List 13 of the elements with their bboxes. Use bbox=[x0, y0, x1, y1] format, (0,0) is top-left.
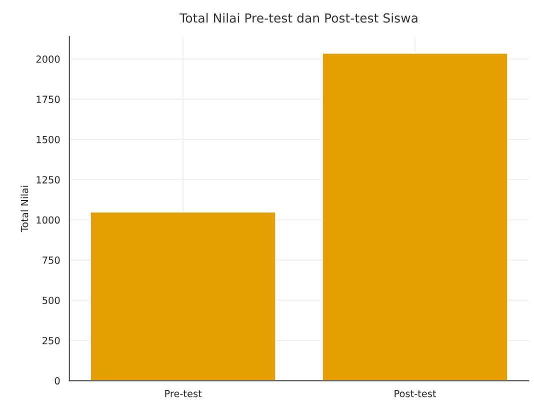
chart-title: Total Nilai Pre-test dan Post-test Siswa bbox=[180, 13, 418, 23]
y-axis-title: Total Nilai bbox=[20, 186, 28, 232]
y-tick-label: 1250 bbox=[36, 176, 60, 184]
y-tick-label: 1500 bbox=[36, 136, 60, 144]
y-tick-label: 0 bbox=[54, 377, 60, 385]
y-tick-label: 250 bbox=[42, 336, 60, 344]
y-tick-label: 500 bbox=[42, 296, 60, 304]
y-tick-label: 1000 bbox=[36, 216, 60, 224]
y-tick-label: 2000 bbox=[36, 55, 60, 63]
y-tick-label: 750 bbox=[42, 256, 60, 264]
x-tick-label: Pre-test bbox=[165, 390, 202, 398]
x-tick-label: Post-test bbox=[394, 390, 436, 398]
y-tick-label: 1750 bbox=[36, 96, 60, 104]
